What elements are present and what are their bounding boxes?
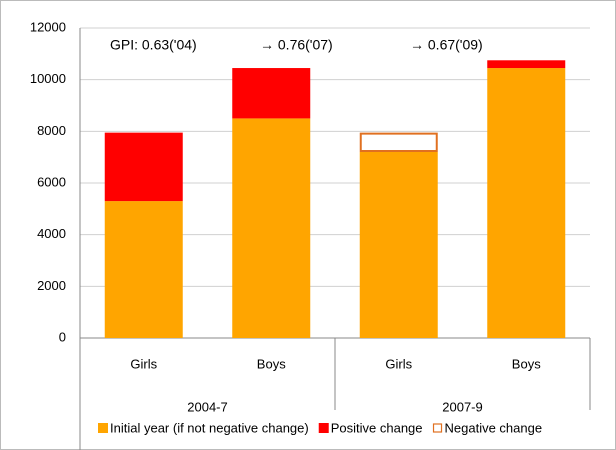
legend-swatch (98, 423, 108, 433)
legend-label: Negative change (445, 420, 543, 435)
group-label: 2004-7 (187, 399, 227, 414)
group-label: 2007-9 (442, 399, 482, 414)
bar-segment (232, 118, 311, 339)
y-tick-label: 4000 (37, 226, 66, 241)
annotation: → 0.67('09) (410, 37, 483, 53)
legend-swatch (318, 423, 329, 433)
y-tick-label: 6000 (37, 174, 66, 189)
bar-segment (359, 132, 438, 152)
legend-swatch (432, 423, 443, 433)
x-tick-label: Girls (130, 356, 157, 371)
bar-segment (359, 152, 438, 338)
y-tick-label: 10000 (30, 71, 66, 86)
legend-label: Initial year (if not negative change) (110, 420, 309, 435)
x-tick-label: Boys (512, 356, 541, 371)
bar-segment (232, 68, 311, 119)
bar-segment (104, 201, 183, 338)
x-tick-label: Girls (385, 356, 412, 371)
y-tick-label: 0 (59, 329, 66, 344)
annotation: → 0.76('07) (260, 37, 333, 53)
y-tick-label: 12000 (30, 19, 66, 34)
bar-segment (104, 132, 183, 202)
annotation: GPI: 0.63('04) (110, 37, 197, 53)
y-tick-label: 2000 (37, 278, 66, 293)
bar-segment (487, 68, 566, 339)
x-tick-label: Boys (257, 356, 286, 371)
y-tick-label: 8000 (37, 123, 66, 138)
legend-label: Positive change (331, 420, 423, 435)
bar-segment (487, 60, 566, 69)
